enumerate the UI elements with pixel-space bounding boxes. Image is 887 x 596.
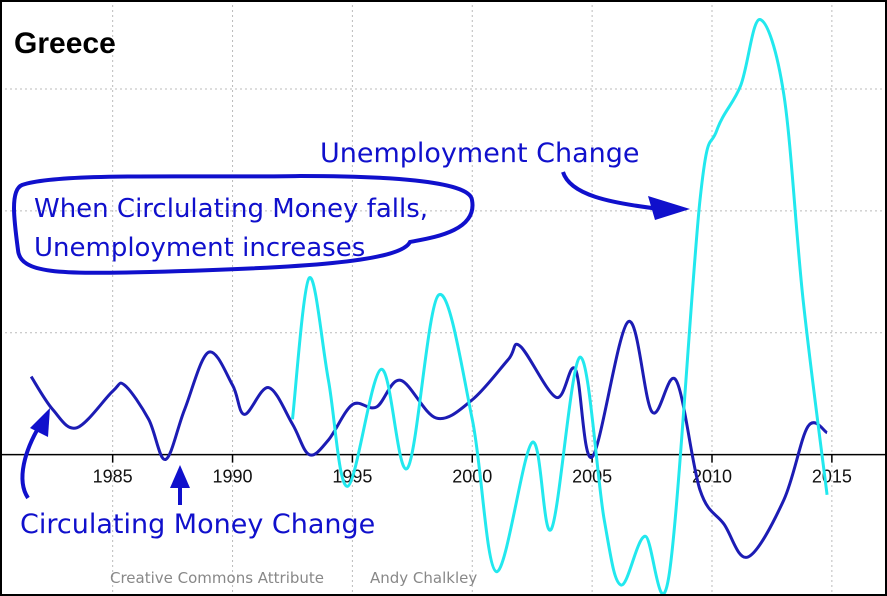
x-tick-label: 2005: [572, 467, 612, 487]
arrowhead: [170, 465, 190, 488]
chart-title: Greece: [14, 27, 116, 60]
callout-box: [12, 173, 475, 275]
x-tick-label: 2000: [452, 467, 492, 487]
series-line: [290, 17, 829, 596]
arrowhead: [648, 196, 690, 220]
arrow: [20, 423, 42, 500]
callout-line: When Circlulating Money falls,: [34, 194, 428, 224]
callout-line: Unemployment increases: [34, 233, 365, 263]
x-tick-label: 1985: [93, 467, 133, 487]
lines: [29, 17, 829, 596]
series-line: [29, 320, 828, 559]
x-tick-label: 2015: [812, 467, 852, 487]
arrowhead: [30, 408, 50, 437]
x-tick-label: 2010: [692, 467, 732, 487]
credit: Andy Chalkley: [370, 569, 477, 587]
credit: Creative Commons Attribute: [110, 569, 324, 587]
annotation: Circulating Money Change: [20, 509, 375, 540]
annotation: Unemployment Change: [320, 138, 640, 169]
x-tick-label: 1990: [213, 467, 253, 487]
arrow: [561, 171, 661, 211]
